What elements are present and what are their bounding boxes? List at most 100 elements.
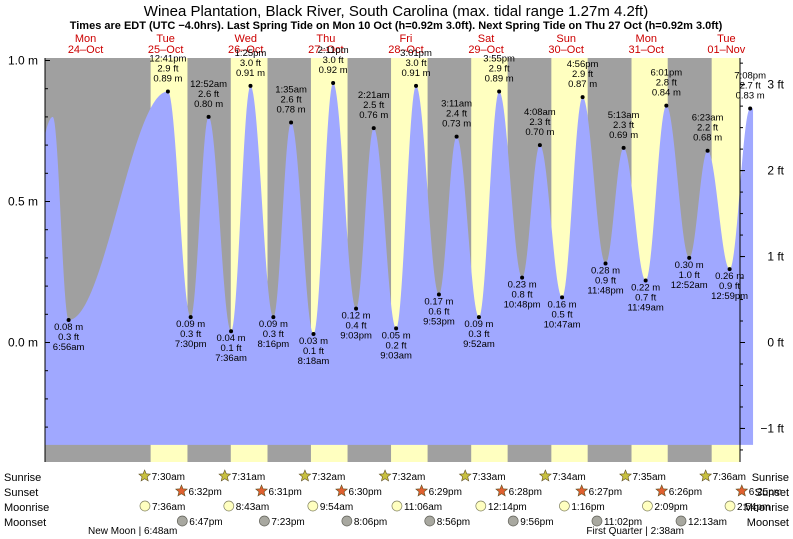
day-date-label: 25–Oct (148, 44, 183, 56)
tide-label: 0.8 ft (512, 290, 533, 301)
tide-label: 0.12 m (342, 311, 371, 322)
tide-label: 2.9 ft (489, 64, 510, 75)
day-date-label: 01–Nov (707, 44, 745, 56)
tide-label: 2.7 ft (740, 80, 761, 91)
tide-label: 1:35am (275, 85, 307, 96)
sunrise-time: 7:31am (232, 472, 265, 483)
tide-point (560, 295, 565, 300)
tide-point (727, 267, 732, 272)
tide-label: 0.3 ft (58, 332, 79, 343)
tide-label: 0.80 m (194, 99, 223, 110)
left-tick-label: 0.5 m (8, 195, 38, 209)
sunrise-icon (138, 469, 152, 482)
day-date-label: 26–Oct (228, 44, 263, 56)
tide-label: 6:23am (692, 113, 724, 124)
tide-label: 9:03pm (340, 331, 372, 342)
tide-point (497, 89, 502, 94)
moonrise-icon (223, 500, 235, 512)
tide-label: 2.9 ft (572, 69, 593, 80)
tide-label: 0.09 m (176, 319, 205, 330)
low-tide-marker: 0.03 m0.1 ft8:18am (298, 332, 329, 367)
sunset-time: 6:25pm (749, 487, 782, 498)
moonrise-icon (559, 500, 570, 512)
tide-point (271, 315, 276, 320)
moonrise-time: 7:36am (152, 502, 185, 513)
moonrise-icon (475, 500, 487, 512)
tide-point (436, 292, 441, 297)
right-tick-label: 1 ft (767, 250, 784, 264)
right-tick-label: 0 ft (767, 336, 784, 350)
low-tide-marker: 0.17 m0.6 ft9:53pm (423, 292, 455, 328)
tide-label: 8:16pm (258, 339, 290, 350)
day-name-label: Mon (75, 33, 96, 45)
tide-label: 0.91 m (236, 68, 265, 79)
sunset-time: 6:26pm (669, 487, 702, 498)
moonrise-time: 9:54am (320, 502, 353, 513)
tide-label: 0.91 m (402, 68, 431, 79)
chart-title: Winea Plantation, Black River, South Car… (144, 3, 648, 20)
tide-label: 9:52am (463, 339, 495, 350)
day-date-label: 24–Oct (68, 44, 103, 56)
moonrise-time: 1:16pm (571, 502, 604, 513)
tide-label: 2.6 ft (198, 89, 219, 100)
moonset-icon (424, 515, 436, 527)
tide-point (621, 145, 626, 150)
tide-point (394, 326, 399, 331)
tide-label: 2.3 ft (529, 117, 550, 128)
moonrise-time: 8:43am (236, 502, 269, 513)
tide-label: 0.84 m (652, 88, 681, 99)
moonset-icon (591, 515, 603, 527)
tide-label: 10:47am (544, 319, 581, 330)
tide-label: 0.17 m (424, 297, 453, 308)
tide-label: 0.3 ft (180, 329, 201, 340)
tide-label: 0.76 m (359, 110, 388, 121)
tide-point (188, 315, 193, 320)
tide-label: 0.08 m (54, 322, 83, 333)
tide-label: 0.04 m (217, 333, 246, 344)
tide-label: 4:08am (524, 107, 556, 118)
tide-label: 10:48pm (504, 300, 541, 311)
tide-point (165, 89, 170, 94)
day-date-label: 31–Oct (629, 44, 664, 56)
moonset-row-label-right: Moonset (747, 517, 789, 529)
right-tick-label: 2 ft (767, 164, 784, 178)
tide-label: 2.4 ft (446, 109, 467, 120)
tide-label: 2.9 ft (157, 64, 178, 75)
tide-point (354, 306, 359, 311)
tide-label: 0.89 m (485, 74, 514, 85)
tide-label: 0.9 ft (719, 281, 740, 292)
moon-phase-label: First Quarter | 2:38am (586, 526, 684, 537)
tide-label: 1.0 ft (679, 270, 700, 281)
tide-label: 3.0 ft (323, 55, 344, 66)
low-tide-marker: 0.09 m0.3 ft8:16pm (258, 315, 290, 350)
tide-point (687, 255, 692, 260)
moonset-icon (675, 515, 687, 527)
tide-label: 12:41pm (149, 54, 186, 65)
tide-label: 1:25pm (235, 48, 267, 59)
sunset-time: 6:27pm (589, 487, 622, 498)
tide-point (705, 148, 710, 153)
moonset-time: 6:47pm (189, 517, 222, 528)
low-tide-marker: 0.05 m0.2 ft9:03am (380, 326, 412, 361)
tide-label: 2:21am (358, 90, 390, 101)
moonset-row-label-left: Moonset (4, 517, 46, 529)
sunrise-time: 7:30am (152, 472, 185, 483)
day-name-label: Tue (156, 33, 175, 45)
tide-label: 2:11pm (318, 45, 349, 56)
left-tick-label: 0.0 m (8, 336, 38, 350)
day-labels: Mon24–OctTue25–OctWed26–OctThu27–OctFri2… (68, 33, 746, 56)
tide-label: 0.87 m (568, 79, 597, 90)
moonset-time: 7:23pm (271, 517, 304, 528)
tide-label: 2.8 ft (656, 78, 677, 89)
tide-point (643, 278, 648, 283)
